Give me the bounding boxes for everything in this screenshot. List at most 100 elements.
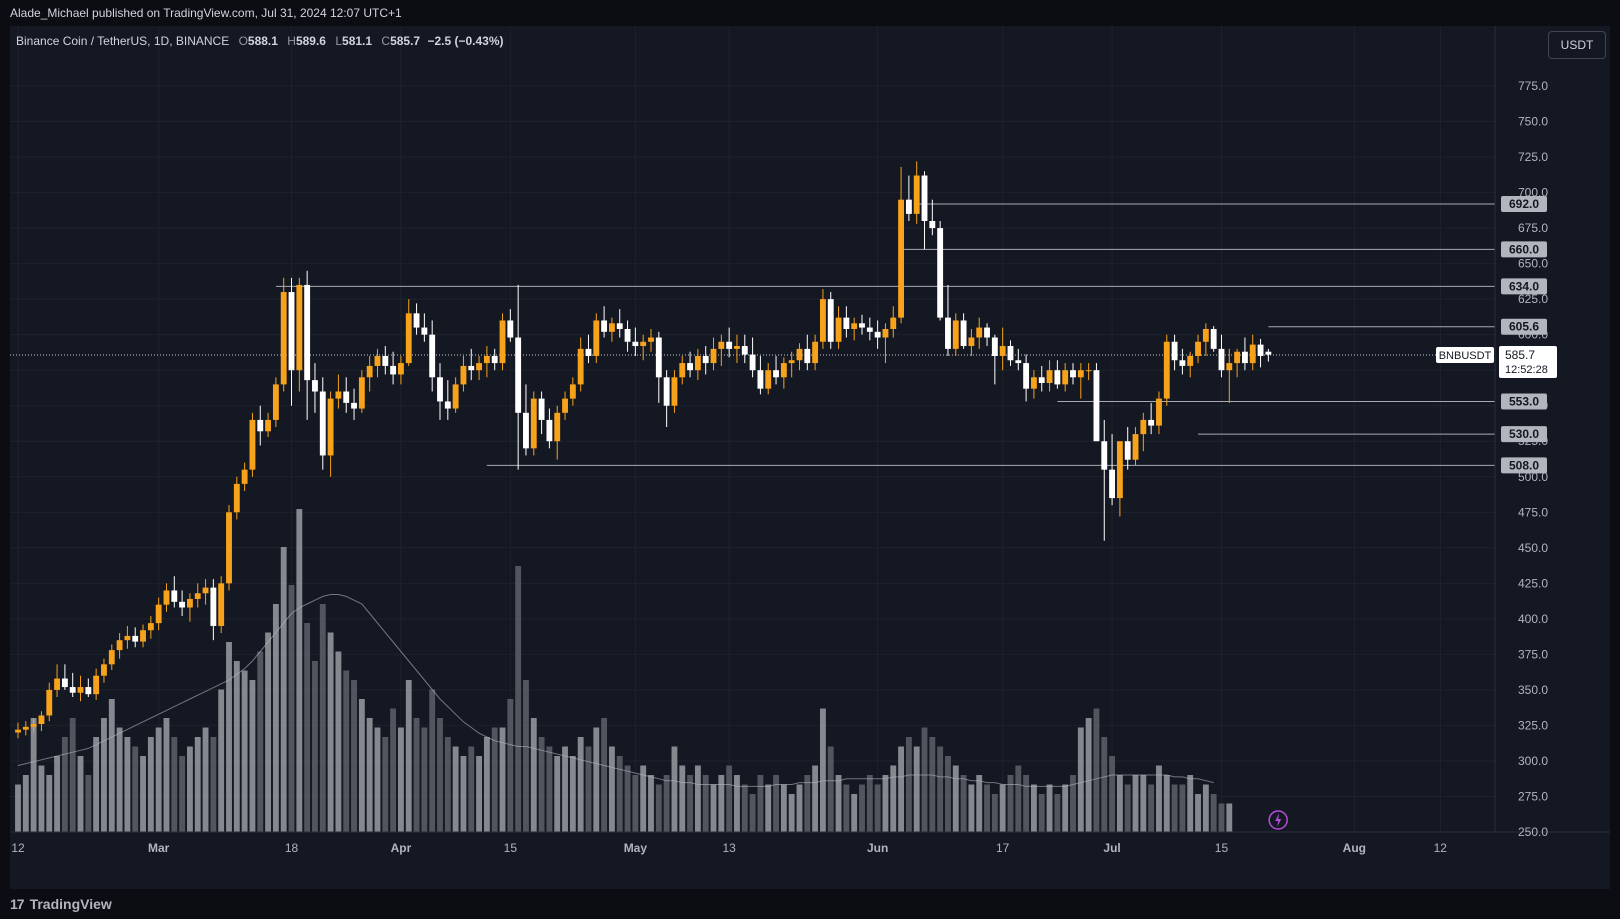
candle-body (1116, 441, 1123, 499)
candle-body (632, 341, 639, 347)
candle-body (108, 650, 115, 665)
volume-bar (780, 784, 787, 832)
price-labels: 692.0 660.0 634.0 605.6 553.0 530.0 508.0 BNBUS… (1268, 195, 1557, 830)
price-tick-label: 250.0 (1518, 825, 1548, 839)
candle-body (648, 337, 654, 342)
candle-body (968, 337, 975, 347)
candle-body (1226, 363, 1233, 371)
candle-body (1241, 351, 1248, 364)
volume-bar (593, 727, 600, 832)
volume-bar (249, 680, 256, 832)
volume-bar (812, 765, 819, 832)
candle-body (1046, 370, 1053, 383)
level-label: 605.6 (1509, 320, 1539, 334)
candle-body (483, 355, 490, 364)
level-label: 530.0 (1509, 427, 1539, 441)
volume-bar (991, 794, 998, 832)
candle-body (1109, 469, 1116, 499)
legend-close-label: C (381, 34, 391, 48)
volume-bar (538, 737, 545, 832)
chart-canvas[interactable]: 250.0 275.0 300.0 325.0 350.0 375.0 400.0 425.0… (10, 26, 1610, 889)
level-label-bg (1501, 393, 1547, 410)
candle-body (296, 284, 303, 371)
candle-body (710, 348, 717, 364)
candle-body (124, 635, 131, 641)
symbol-tag-bg (1436, 346, 1494, 363)
volume-bar (999, 784, 1006, 832)
candle-body (476, 363, 483, 371)
candle-body (585, 348, 592, 356)
volume-bar (1046, 784, 1053, 832)
candle-body (976, 327, 983, 338)
volume-bar (61, 737, 68, 832)
candle-body (694, 355, 701, 371)
publisher-line: Alade_Michael published on TradingView.c… (10, 6, 402, 20)
countdown-label: 12:52:28 (1505, 364, 1548, 376)
volume-bar (1124, 784, 1131, 832)
candle-body (569, 384, 576, 399)
legend-close-value: 585.7 (390, 34, 421, 48)
candle-body (624, 328, 631, 342)
candle-body (22, 726, 29, 730)
candle-body (335, 391, 342, 399)
candle-body (734, 346, 740, 349)
candle-body (30, 724, 37, 727)
candle-body (405, 313, 412, 364)
candle-body (859, 323, 865, 328)
candle-body (186, 598, 193, 608)
price-tick-label: 350.0 (1518, 683, 1548, 697)
current-price-label: 585.7 (1505, 348, 1535, 362)
candle-body (718, 341, 725, 349)
volume-bar (304, 623, 311, 832)
current-price-label-bg (1499, 345, 1557, 378)
candle-body (921, 175, 928, 221)
volume-bar (1202, 784, 1209, 832)
candle-body (905, 199, 912, 214)
time-tick-label: Mar (148, 841, 170, 855)
volume-bar (397, 727, 404, 832)
candle-body (608, 323, 615, 332)
volume-bar (179, 756, 186, 832)
volume-bar (101, 718, 107, 832)
volume-bar (819, 708, 826, 832)
price-tick-label: 425.0 (1518, 576, 1548, 590)
volume-bar (155, 727, 162, 832)
volume-bars (15, 509, 1233, 832)
price-tick-label: 400.0 (1518, 612, 1548, 626)
volume-bar (241, 670, 248, 832)
time-tick-label: 15 (1215, 841, 1229, 855)
volume-bar (577, 737, 584, 832)
candle-body (499, 320, 506, 364)
candle-body (319, 391, 326, 456)
volume-bar (218, 689, 225, 832)
level-label-bg (1501, 426, 1547, 443)
candle-body (194, 593, 201, 599)
candle-body (202, 587, 209, 594)
candle-body (616, 323, 623, 329)
symbol-tag: BNBUSDT (1439, 350, 1492, 362)
candle-body (1062, 370, 1069, 385)
volume-bar (38, 765, 45, 832)
candle-body (93, 675, 100, 695)
candle-body (890, 317, 897, 329)
volume-bar (382, 737, 389, 832)
candle-body (523, 412, 529, 449)
volume-bar (366, 718, 373, 832)
candle-body (515, 337, 522, 413)
volume-bar (186, 746, 193, 832)
volume-bar (1038, 794, 1045, 832)
currency-button[interactable]: USDT (1548, 31, 1606, 59)
candle-body (171, 590, 178, 602)
grid (10, 26, 1495, 833)
volume-bar (265, 632, 272, 832)
candle-body (1093, 370, 1100, 442)
candle-body (1249, 344, 1256, 364)
volume-bar (452, 746, 459, 832)
candle-body (913, 175, 920, 214)
candle-body (358, 377, 365, 409)
volume-bar (1210, 794, 1217, 832)
volume-bar (1148, 784, 1155, 832)
volume-bar (866, 775, 873, 832)
volume-bar (1062, 784, 1069, 832)
candle-body (1156, 398, 1162, 426)
